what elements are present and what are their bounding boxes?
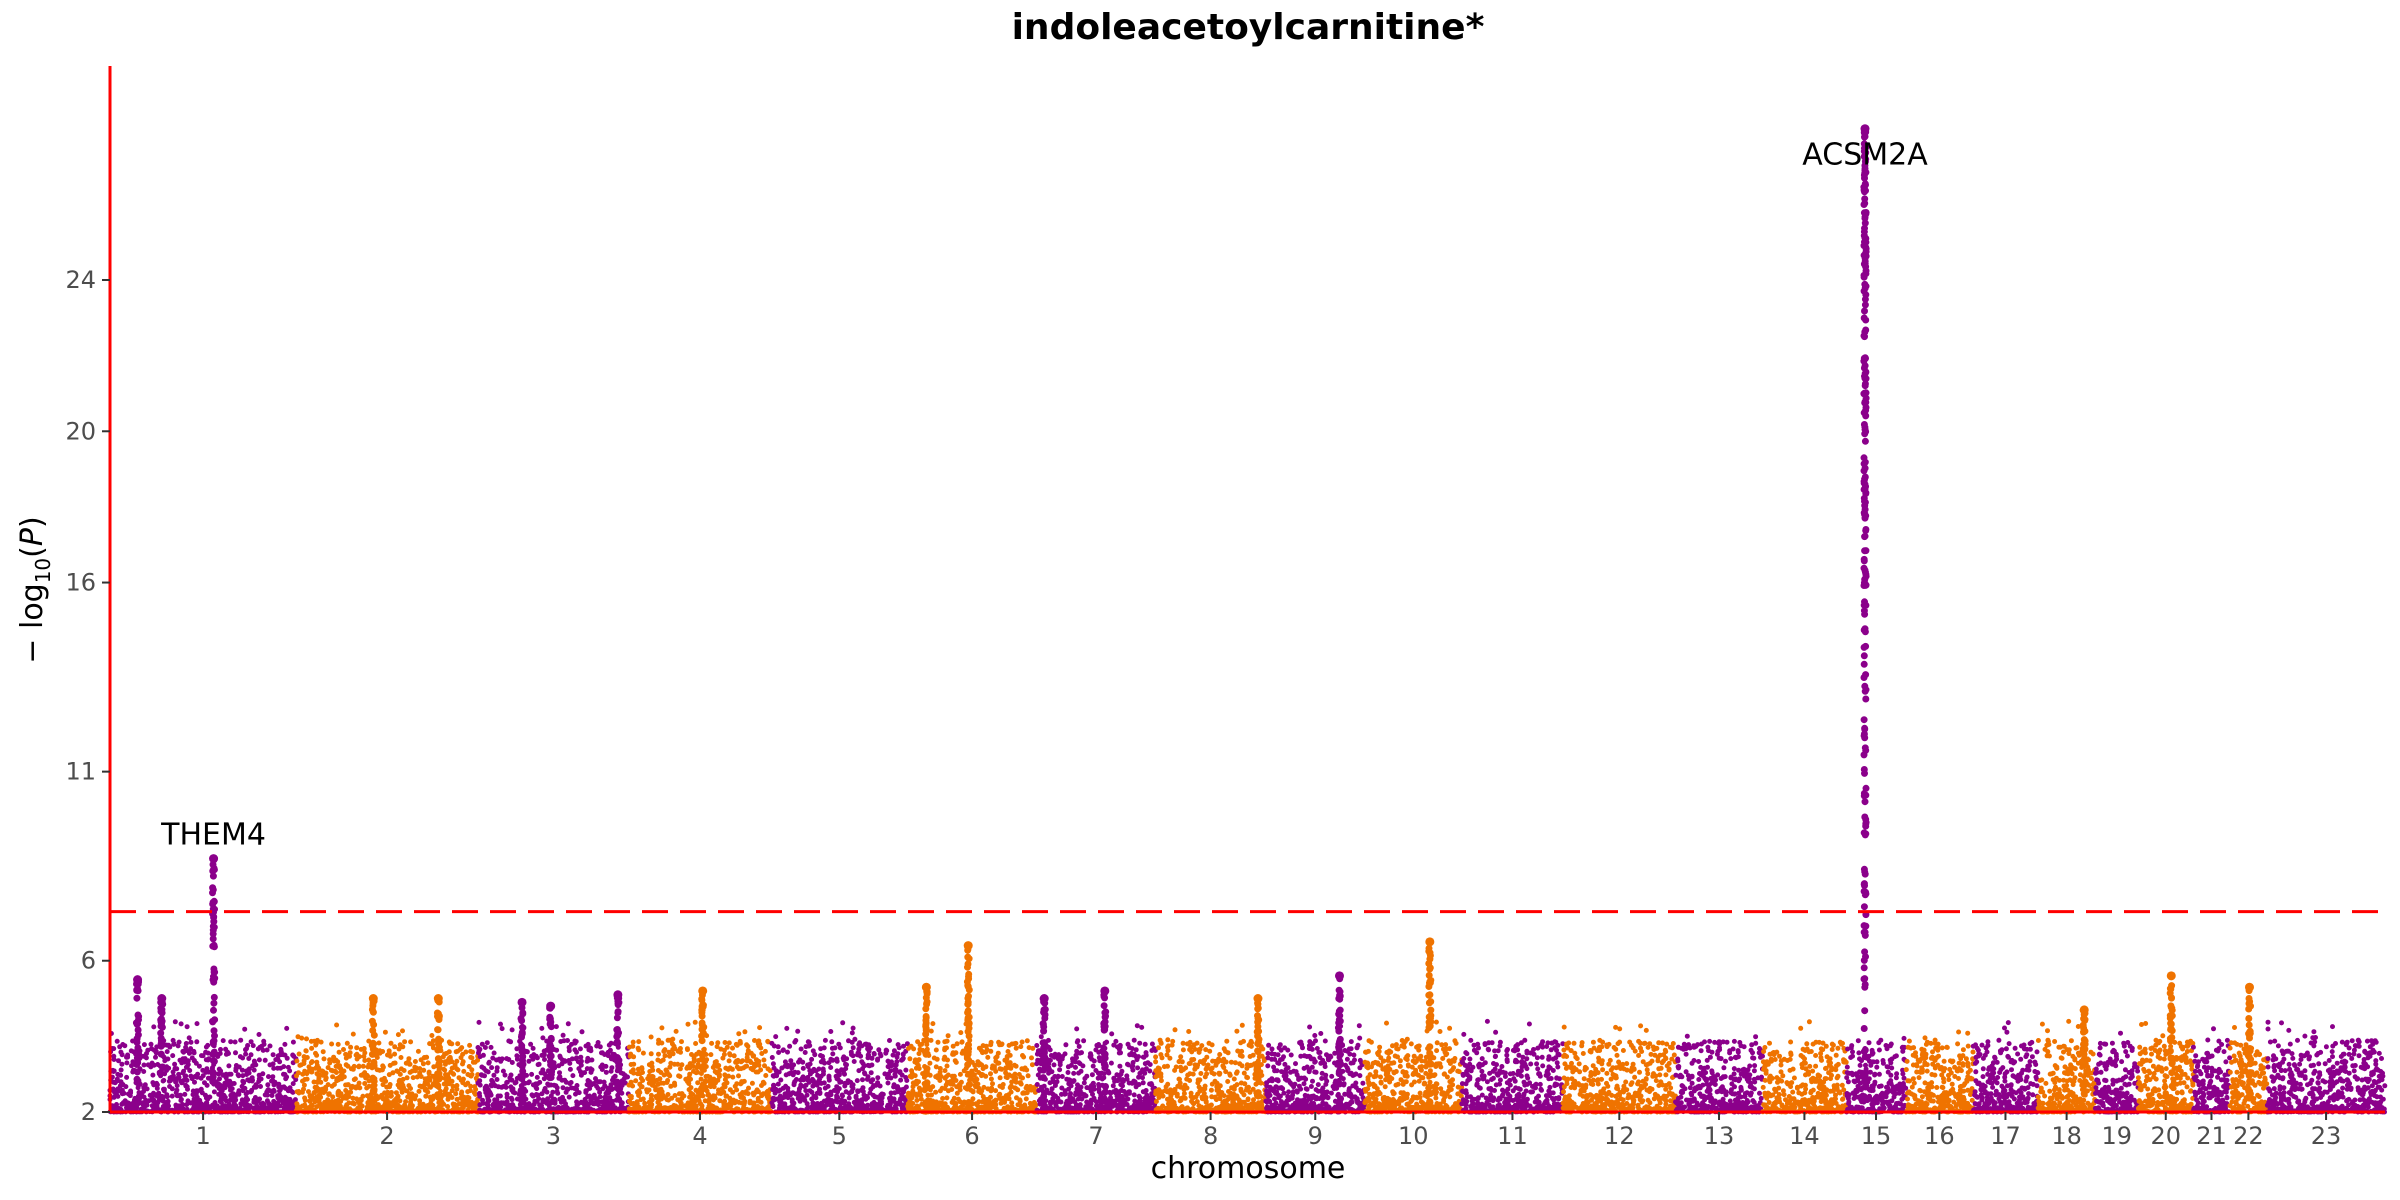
peak-top-point	[1253, 994, 1263, 1004]
x-tick-label: 15	[1861, 1122, 1892, 1150]
x-tick-label: 19	[2101, 1122, 2132, 1150]
x-axis-title: chromosome	[1151, 1151, 1346, 1186]
peak-top-point	[517, 997, 527, 1007]
peak-points	[963, 941, 973, 1106]
peak-top-point	[921, 982, 931, 992]
peak-points	[698, 986, 708, 1092]
y-tick-label: 2	[81, 1098, 96, 1126]
peak-top-point	[963, 941, 973, 951]
peak-top-point	[433, 994, 443, 1004]
peak-points	[613, 990, 623, 1103]
peak-top-point	[1860, 124, 1870, 134]
chromosome-11-points	[1459, 1018, 1566, 1115]
peak-top-point	[1039, 994, 1049, 1004]
peak-top-point	[698, 986, 708, 996]
chromosome-2-points	[293, 1022, 481, 1115]
chromosome-17-points	[1970, 1020, 2041, 1115]
x-tick-label: 7	[1088, 1122, 1103, 1150]
peak-points	[433, 994, 443, 1101]
peak-points	[2244, 982, 2255, 1102]
y-tick-label: 24	[65, 266, 96, 294]
chromosome-12-points	[1560, 1023, 1678, 1115]
peak-top-point	[613, 990, 623, 1000]
chromosome-15-points	[1843, 1035, 1909, 1115]
y-tick-label: 6	[81, 947, 96, 975]
peak-top-point	[2079, 1005, 2089, 1015]
peak-points	[1039, 994, 1049, 1100]
peak-points	[368, 994, 378, 1111]
peak-top-point	[2244, 982, 2254, 992]
peak-points	[132, 975, 143, 1107]
chromosome-9-points	[1263, 1022, 1368, 1115]
peak-top-point	[157, 994, 167, 1004]
peak-points	[1253, 994, 1263, 1099]
peak-top-point	[1100, 986, 1110, 996]
chromosome-13-points	[1673, 1033, 1766, 1115]
x-tick-label: 8	[1203, 1122, 1218, 1150]
chart-title: indoleacetoylcarnitine*	[1012, 7, 1485, 48]
data-points	[107, 124, 2388, 1115]
x-tick-label: 18	[2051, 1122, 2082, 1150]
peak-top-point	[2166, 971, 2176, 981]
peak-points	[209, 854, 219, 1110]
x-tick-label: 5	[832, 1122, 847, 1150]
chromosome-20-points	[2135, 1021, 2196, 1115]
y-tick-label: 20	[65, 417, 96, 445]
annotations: THEM4 ACSM2A	[160, 138, 1928, 853]
peak-top-point	[133, 975, 143, 985]
x-tick-label: 22	[2233, 1122, 2264, 1150]
peak-top-point	[209, 854, 219, 864]
peak-points	[546, 1001, 556, 1082]
chromosome-21-points	[2190, 1026, 2233, 1115]
peak-points	[2166, 971, 2176, 1101]
annotation-label: ACSM2A	[1802, 138, 1928, 173]
x-tick-label: 6	[964, 1122, 979, 1150]
peak-points	[517, 997, 527, 1104]
annotation-label: THEM4	[160, 818, 266, 853]
y-tick-label: 16	[65, 569, 96, 597]
x-tick-label: 23	[2311, 1122, 2342, 1150]
chromosome-8-points	[1153, 1022, 1269, 1115]
x-tick-label: 13	[1704, 1122, 1735, 1150]
peak-top-point	[368, 994, 378, 1004]
y-tick-label: 11	[65, 758, 96, 786]
chromosome-18-points	[2035, 1018, 2098, 1115]
x-tick-label: 10	[1398, 1122, 1429, 1150]
x-tick-label: 2	[379, 1122, 394, 1150]
x-tick-label: 1	[195, 1122, 210, 1150]
x-tick-label: 17	[1990, 1122, 2021, 1150]
chromosome-10-points	[1362, 1019, 1465, 1115]
x-tick-label: 4	[692, 1122, 707, 1150]
chromosome-5-points	[769, 1020, 910, 1115]
chromosome-7-points	[1034, 1023, 1159, 1115]
chromosome-16-points	[1903, 1029, 1976, 1115]
x-tick-label: 9	[1308, 1122, 1323, 1150]
y-axis-ticks: 2 6 11 16 20 24	[65, 266, 110, 1126]
chromosome-23-points	[2264, 1019, 2388, 1115]
peak-points	[1860, 124, 1870, 1090]
peak-top-point	[1334, 971, 1344, 981]
peak-points	[1425, 937, 1435, 1106]
x-tick-label: 14	[1789, 1122, 1820, 1150]
peak-top-point	[1425, 937, 1435, 947]
x-tick-label: 16	[1924, 1122, 1955, 1150]
peak-top-point	[546, 1001, 556, 1011]
x-tick-label: 20	[2150, 1122, 2181, 1150]
peak-points	[1100, 986, 1110, 1105]
peak-points	[157, 994, 167, 1101]
x-tick-label: 21	[2196, 1122, 2227, 1150]
chromosome-14-points	[1760, 1019, 1849, 1115]
x-axis-ticks: 1 2 3 4 5 6 7 8 9 10 11 12 13 14 15 16 17 18 19 20 21 22 23	[195, 1112, 2341, 1150]
peak-points	[1334, 971, 1345, 1106]
y-axis-title: − log10(P)	[15, 516, 55, 663]
x-tick-label: 11	[1497, 1122, 1528, 1150]
peak-points	[2079, 1005, 2089, 1112]
x-tick-label: 3	[546, 1122, 561, 1150]
chromosome-19-points	[2092, 1030, 2141, 1115]
x-tick-label: 12	[1604, 1122, 1635, 1150]
